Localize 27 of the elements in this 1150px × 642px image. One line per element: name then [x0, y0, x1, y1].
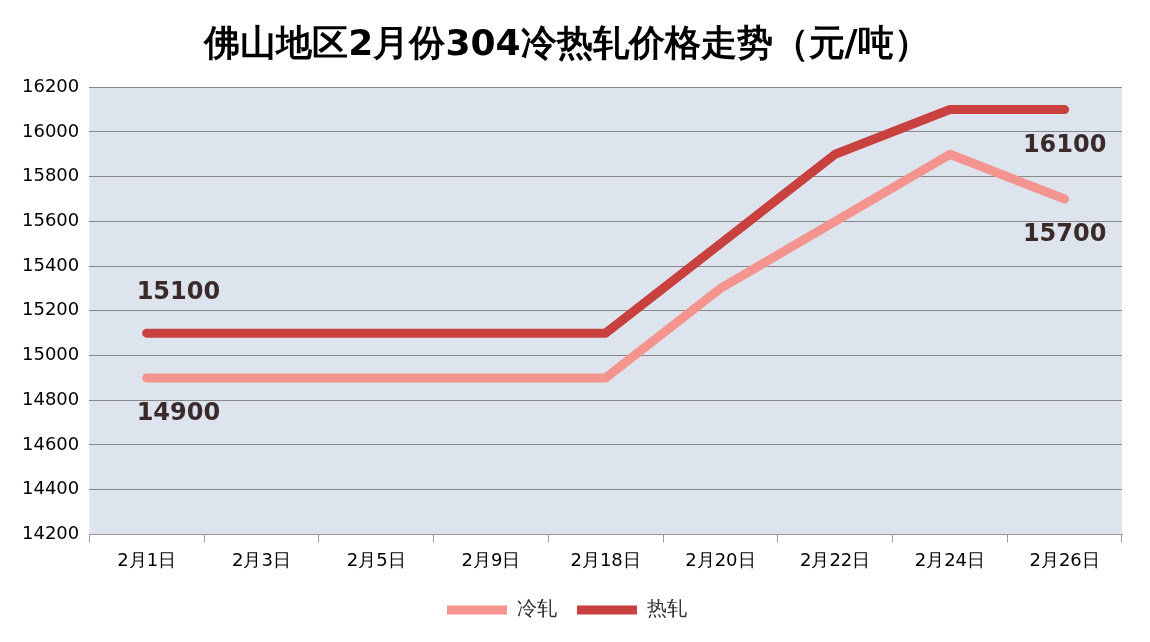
- x-tick-label: 2月3日: [231, 548, 291, 570]
- x-tick-label: 2月26日: [1029, 548, 1100, 570]
- y-tick-label: 15400: [22, 253, 80, 275]
- data-label: 14900: [136, 398, 221, 427]
- x-tick-label: 2月9日: [461, 548, 521, 570]
- y-tick-label: 15800: [22, 164, 80, 186]
- legend-label: 热轧: [647, 596, 687, 621]
- y-tick-label: 14800: [22, 387, 80, 409]
- y-tick-label: 14600: [22, 432, 80, 454]
- y-tick-label: 14200: [22, 522, 80, 544]
- chart-title: 佛山地区2月份304冷热轧价格走势（元/吨）: [202, 21, 930, 63]
- x-tick-label: 2月24日: [914, 548, 986, 570]
- x-tick-label: 2月5日: [346, 548, 406, 570]
- y-tick-label: 16000: [22, 119, 80, 141]
- x-tick-label: 2月1日: [117, 548, 177, 570]
- legend-label: 冷轧: [517, 596, 557, 621]
- data-label: 16100: [1022, 129, 1107, 158]
- y-tick-label: 14400: [22, 477, 80, 499]
- x-tick-label: 2月22日: [799, 548, 871, 570]
- y-tick-label: 15200: [22, 298, 80, 320]
- y-tick-label: 16200: [22, 74, 80, 96]
- y-tick-label: 15600: [22, 209, 80, 231]
- y-tick-label: 15000: [22, 343, 80, 365]
- x-tick-label: 2月20日: [685, 548, 756, 570]
- data-label: 15100: [136, 277, 221, 306]
- x-tick-label: 2月18日: [570, 548, 641, 570]
- data-label: 15700: [1022, 219, 1107, 248]
